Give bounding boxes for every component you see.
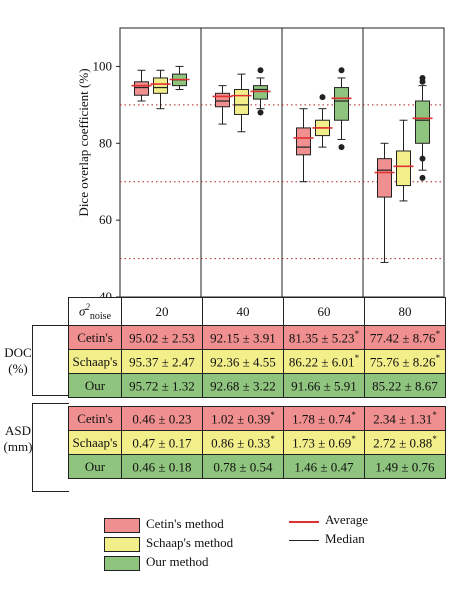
outlier-point <box>319 94 326 101</box>
box <box>215 92 230 108</box>
outlier-point <box>419 74 426 81</box>
value-cell: 86.22 ± 6.01* <box>283 349 365 374</box>
value-cell: 0.78 ± 0.54 <box>202 454 284 479</box>
table-row: Cetin's 0.46 ± 0.23 1.02 ± 0.39* 1.78 ± … <box>68 406 446 431</box>
table-row: Our 95.72 ± 1.32 92.68 ± 3.22 91.66 ± 5.… <box>68 373 446 398</box>
value-cell: 2.34 ± 1.31* <box>364 406 446 431</box>
value-cell: 0.46 ± 0.23 <box>121 406 203 431</box>
legend-label-median: Median <box>325 531 365 546</box>
legend-median-line <box>289 540 319 541</box>
legend-swatch-our <box>104 556 140 571</box>
method-label: Schaap's <box>68 349 122 374</box>
box <box>377 158 392 198</box>
value-cell: 92.15 ± 3.91 <box>202 325 284 350</box>
outlier-point <box>338 144 345 151</box>
box <box>415 100 430 144</box>
y-axis-title: Dice overlap coefficient (%) <box>76 68 91 216</box>
box <box>134 81 149 96</box>
header-cell: 40 <box>202 297 284 326</box>
method-label: Schaap's <box>68 430 122 455</box>
outlier-point <box>419 155 426 162</box>
table-row: Schaap's 0.47 ± 0.17 0.86 ± 0.33* 1.73 ±… <box>68 430 446 455</box>
value-cell: 81.35 ± 5.23* <box>283 325 365 350</box>
value-cell: 95.02 ± 2.53 <box>121 325 203 350</box>
doc-group-bracket <box>32 325 69 396</box>
value-cell: 91.66 ± 5.91 <box>283 373 365 398</box>
table-header-row: σ2noise 20 40 60 80 <box>68 297 446 326</box>
value-cell: 1.49 ± 0.76 <box>364 454 446 479</box>
value-cell: 1.78 ± 0.74* <box>283 406 365 431</box>
method-label: Cetin's <box>68 325 122 350</box>
method-label: Cetin's <box>68 406 122 431</box>
table-spacer <box>68 397 446 407</box>
y-tick-label: 100 <box>93 58 113 73</box>
box <box>234 88 249 115</box>
value-cell: 92.68 ± 3.22 <box>202 373 284 398</box>
value-cell: 1.46 ± 0.47 <box>283 454 365 479</box>
box <box>296 127 311 156</box>
box <box>396 150 411 187</box>
header-cell: 80 <box>364 297 446 326</box>
header-cell: 60 <box>283 297 365 326</box>
outlier-point <box>338 67 345 74</box>
value-cell: 95.72 ± 1.32 <box>121 373 203 398</box>
method-label: Our <box>68 454 122 479</box>
value-cell: 75.76 ± 8.26* <box>364 349 446 374</box>
value-cell: 85.22 ± 8.67 <box>364 373 446 398</box>
value-cell: 77.42 ± 8.76* <box>364 325 446 350</box>
value-cell: 0.46 ± 0.18 <box>121 454 203 479</box>
y-tick-label: 60 <box>99 212 112 227</box>
header-cell: 20 <box>121 297 203 326</box>
box <box>153 77 168 94</box>
legend-label-schaap: Schaap's method <box>146 535 234 550</box>
outlier-point <box>419 174 426 181</box>
value-cell: 1.73 ± 0.69* <box>283 430 365 455</box>
doc-group-label: DOC (%) <box>4 345 32 376</box>
box <box>253 85 268 100</box>
table-row: Schaap's 95.37 ± 2.47 92.36 ± 4.55 86.22… <box>68 349 446 374</box>
stats-table: σ2noise 20 40 60 80 Cetin's 95.02 ± 2.53… <box>68 297 446 479</box>
asd-group-bracket <box>32 403 69 492</box>
value-cell: 95.37 ± 2.47 <box>121 349 203 374</box>
legend-swatch-schaap <box>104 537 140 552</box>
sigma-noise-label: σ2noise <box>68 297 122 326</box>
value-cell: 2.72 ± 0.88* <box>364 430 446 455</box>
outlier-point <box>257 67 264 74</box>
legend-label-cetin: Cetin's method <box>146 516 224 531</box>
box <box>334 87 349 121</box>
legend-label-average: Average <box>325 512 369 527</box>
table-row: Cetin's 95.02 ± 2.53 92.15 ± 3.91 81.35 … <box>68 325 446 350</box>
value-cell: 92.36 ± 4.55 <box>202 349 284 374</box>
y-tick-label: 40 <box>99 289 112 297</box>
value-cell: 0.86 ± 0.33* <box>202 430 284 455</box>
legend-average-line <box>289 521 319 523</box>
y-tick-label: 80 <box>99 135 112 150</box>
outlier-point <box>257 109 264 116</box>
value-cell: 1.02 ± 0.39* <box>202 406 284 431</box>
table-row: Our 0.46 ± 0.18 0.78 ± 0.54 1.46 ± 0.47 … <box>68 454 446 479</box>
legend-swatch-cetin <box>104 518 140 533</box>
legend-label-our: Our method <box>146 554 209 569</box>
value-cell: 0.47 ± 0.17 <box>121 430 203 455</box>
method-label: Our <box>68 373 122 398</box>
asd-group-label: ASD (mm) <box>3 423 33 454</box>
